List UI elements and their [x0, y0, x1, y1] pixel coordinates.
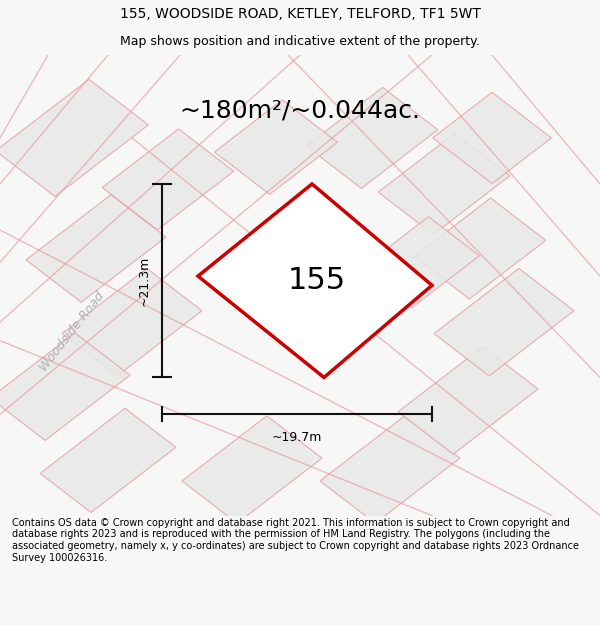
Text: Map shows position and indicative extent of the property.: Map shows position and indicative extent… [120, 35, 480, 48]
Polygon shape [62, 268, 202, 376]
Text: ~180m²/~0.044ac.: ~180m²/~0.044ac. [179, 98, 421, 122]
Polygon shape [0, 333, 130, 441]
Polygon shape [26, 195, 166, 302]
Polygon shape [102, 129, 234, 230]
Text: 155, WOODSIDE ROAD, KETLEY, TELFORD, TF1 5WT: 155, WOODSIDE ROAD, KETLEY, TELFORD, TF1… [119, 7, 481, 21]
Polygon shape [433, 92, 551, 184]
Polygon shape [434, 268, 574, 376]
Polygon shape [198, 184, 432, 378]
Polygon shape [361, 217, 479, 308]
Polygon shape [414, 198, 546, 299]
Text: ~19.7m: ~19.7m [272, 431, 322, 444]
Polygon shape [320, 416, 460, 523]
Polygon shape [40, 408, 176, 512]
Polygon shape [0, 79, 148, 196]
Polygon shape [306, 88, 438, 188]
Text: Contains OS data © Crown copyright and database right 2021. This information is : Contains OS data © Crown copyright and d… [12, 518, 579, 562]
Text: ~21.3m: ~21.3m [137, 256, 151, 306]
Polygon shape [378, 134, 510, 234]
Text: Woodside Road: Woodside Road [37, 289, 107, 374]
Polygon shape [398, 347, 538, 454]
Text: 155: 155 [287, 266, 346, 295]
Polygon shape [182, 416, 322, 523]
Polygon shape [214, 100, 338, 194]
